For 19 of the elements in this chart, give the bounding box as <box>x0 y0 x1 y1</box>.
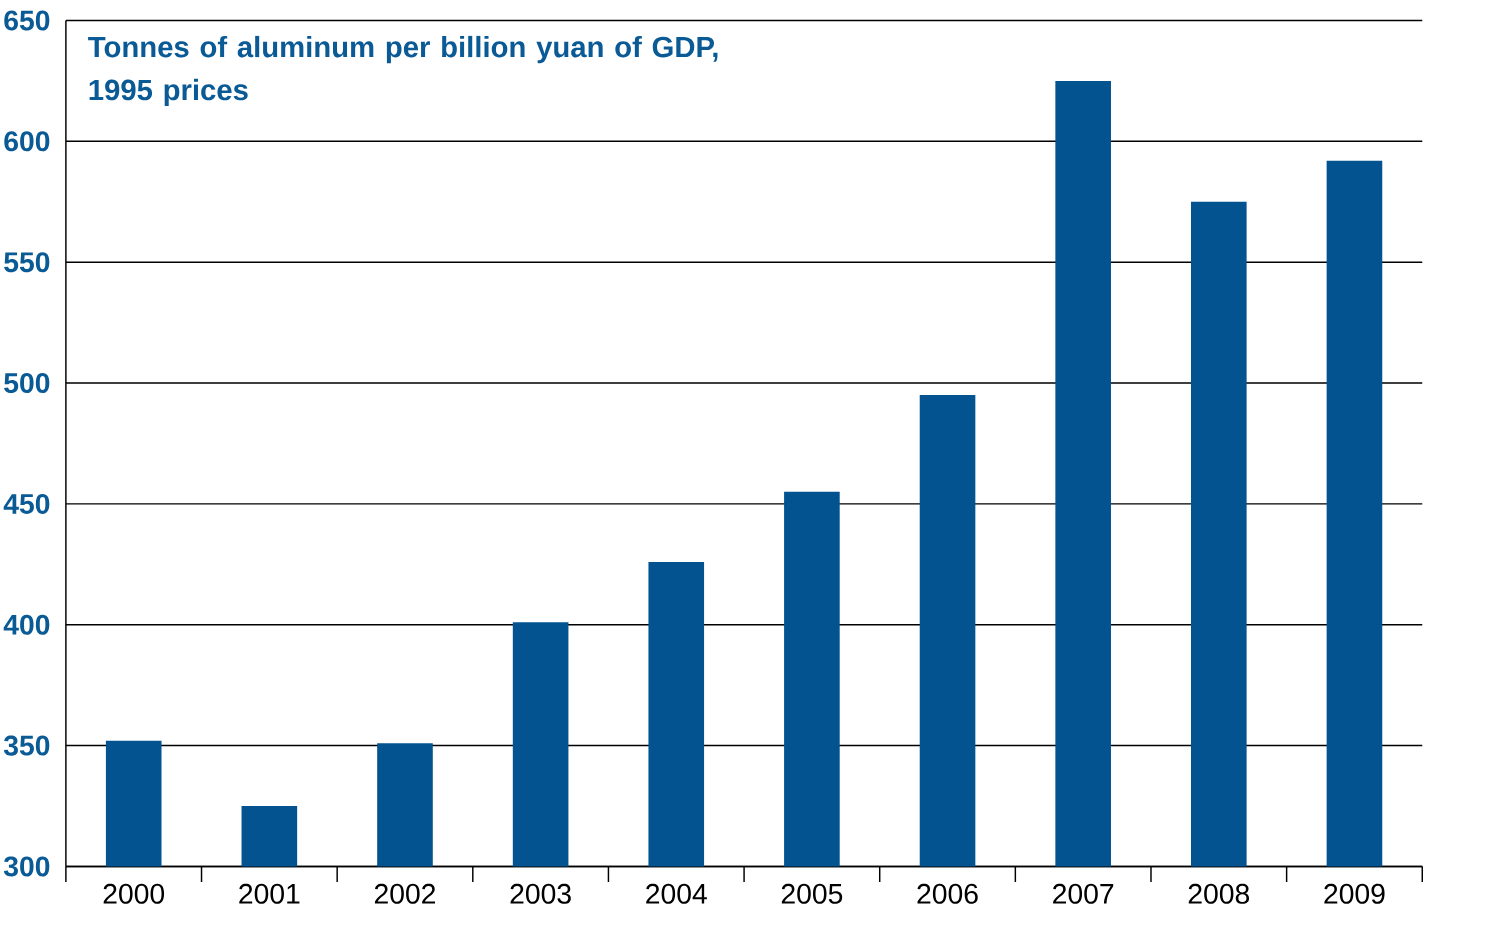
x-tick-label: 2005 <box>781 883 843 904</box>
x-tick-label: 2004 <box>646 883 707 904</box>
y-tick-label: 450 <box>3 493 50 515</box>
y-tick-label: 600 <box>4 131 50 152</box>
text: Tonnes of aluminum per billion yuan of GDP, 1995 prices <box>88 36 718 107</box>
x-tick-label: 2002 <box>374 883 436 904</box>
x-tick-label: 2006 <box>917 883 978 904</box>
y-tick-label: 300 <box>3 856 50 877</box>
x-tick-label: 2009 <box>1324 883 1385 904</box>
x-tick-label: 2000 <box>103 883 165 904</box>
y-tick-label: 500 <box>4 373 50 394</box>
x-tick-label: 2007 <box>1053 883 1114 904</box>
y-tick-label: 400 <box>3 614 50 635</box>
y-tick-label: 650 <box>4 10 50 31</box>
x-tick-label: 2008 <box>1188 883 1250 904</box>
x-tick-label: 2001 <box>239 883 300 904</box>
x-tick-label: 2003 <box>510 883 571 904</box>
y-tick-label: 350 <box>3 735 50 756</box>
y-tick-label: 550 <box>4 252 50 273</box>
